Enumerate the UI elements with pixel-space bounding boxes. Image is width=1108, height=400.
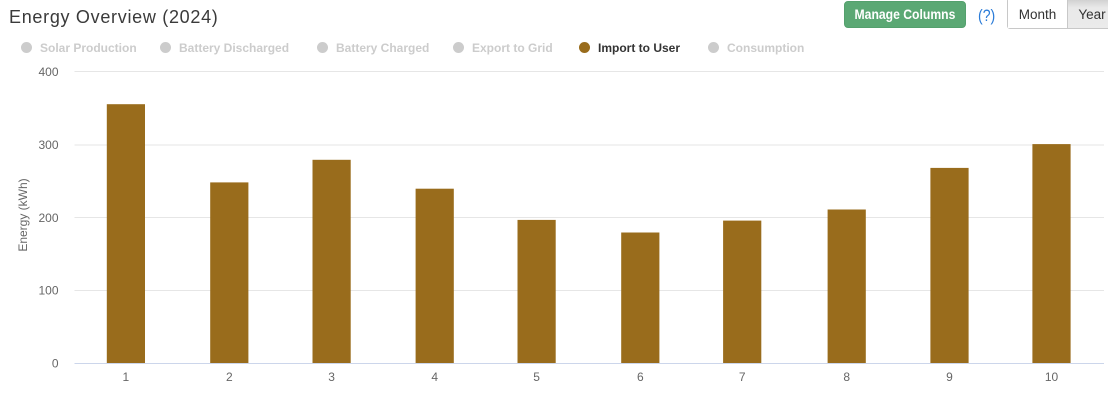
svg-text:3: 3: [328, 370, 335, 384]
svg-text:7: 7: [739, 370, 746, 384]
svg-text:5: 5: [533, 370, 540, 384]
svg-text:Energy (kWh): Energy (kWh): [16, 178, 30, 251]
svg-text:200: 200: [38, 211, 58, 225]
svg-text:1: 1: [123, 370, 130, 384]
svg-text:8: 8: [843, 370, 850, 384]
svg-text:10: 10: [1045, 370, 1059, 384]
svg-text:0: 0: [52, 357, 59, 371]
svg-text:100: 100: [38, 284, 58, 298]
svg-text:6: 6: [637, 370, 644, 384]
svg-text:2: 2: [226, 370, 233, 384]
svg-text:300: 300: [38, 138, 58, 152]
svg-text:400: 400: [38, 65, 58, 79]
svg-text:9: 9: [946, 370, 953, 384]
svg-text:4: 4: [431, 370, 438, 384]
